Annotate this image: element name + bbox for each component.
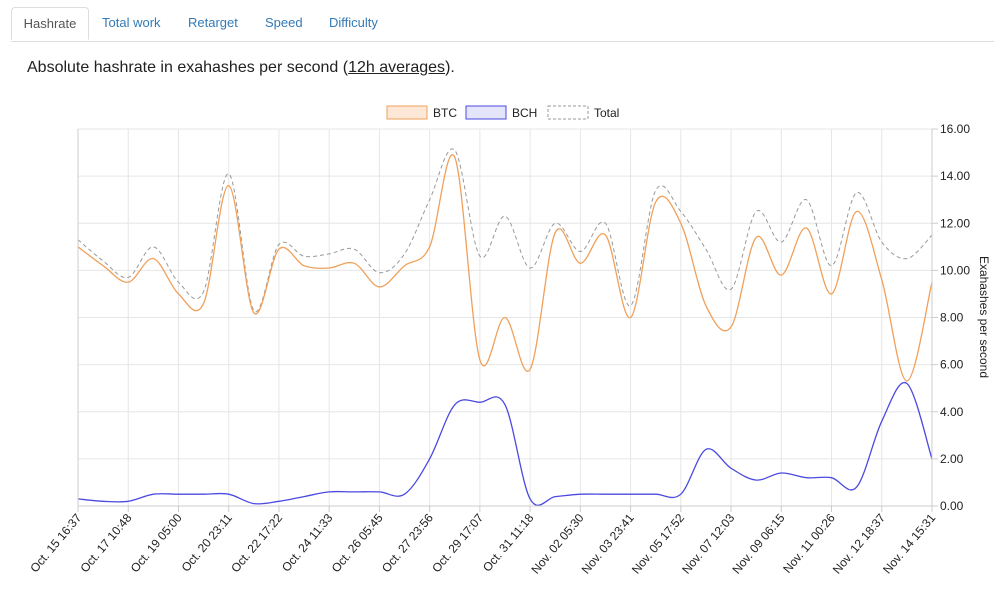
averages-link[interactable]: 12h averages <box>348 59 446 76</box>
y-tick-label: 8.00 <box>940 311 964 325</box>
y-tick-label: 10.00 <box>940 263 970 277</box>
x-tick-label: Nov. 05 17:52 <box>629 511 687 577</box>
x-tick-label: Nov. 14 15:31 <box>880 511 938 577</box>
y-axis-label: Exahashes per second <box>977 256 991 378</box>
series-line-btc <box>77 154 933 382</box>
y-tick-label: 16.00 <box>940 122 970 136</box>
x-tick-label: Nov. 03 23:41 <box>579 511 637 577</box>
y-tick-label: 14.00 <box>940 169 970 183</box>
legend-label-btc: BTC <box>433 106 457 120</box>
series-layer <box>77 148 933 506</box>
chart-description: Absolute hashrate in exahashes per secon… <box>27 59 455 77</box>
x-tick-label: Oct. 29 17:07 <box>429 511 486 575</box>
x-tick-label: Oct. 15 16:37 <box>27 511 84 575</box>
x-tick-label: Oct. 31 11:18 <box>480 511 537 575</box>
x-tick-label: Nov. 02 05:30 <box>528 511 586 577</box>
legend-swatch-bch <box>465 105 507 120</box>
chart-axes: 0.00 2.00 4.00 6.00 8.00 10.00 12.00 14.00 16.00… <box>27 122 970 576</box>
legend-label-bch: BCH <box>512 106 537 120</box>
x-tick-label: Nov. 11 00:26 <box>780 511 838 576</box>
x-tick-label: Nov. 12 18:37 <box>830 511 888 577</box>
x-tick-label: Nov. 09 06:15 <box>729 511 787 577</box>
x-tick-label: Nov. 07 12:03 <box>679 511 737 577</box>
x-tick-label: Oct. 27 23:56 <box>379 511 436 575</box>
series-line-bch <box>77 381 933 506</box>
tab-bar: Hashrate Total work Retarget Speed Diffi… <box>11 7 994 42</box>
legend-swatch-total <box>547 105 589 120</box>
chart-legend: BTC BCH Total <box>386 105 619 120</box>
tab-difficulty[interactable]: Difficulty <box>329 7 378 40</box>
y-tick-label: 2.00 <box>940 452 964 466</box>
tab-total-work-label: Total work <box>102 15 161 30</box>
series-line-total <box>77 148 933 313</box>
tab-hashrate-label: Hashrate <box>23 16 77 31</box>
legend-swatch-btc <box>386 105 428 120</box>
x-tick-label: Oct. 24 11:33 <box>279 511 336 575</box>
y-tick-label: 6.00 <box>940 358 964 372</box>
tab-speed-label: Speed <box>265 15 303 30</box>
tab-retarget[interactable]: Retarget <box>188 7 238 40</box>
y-tick-label: 4.00 <box>940 405 964 419</box>
x-tick-label: Oct. 19 05:00 <box>128 511 185 575</box>
x-tick-label: Oct. 17 10:48 <box>77 511 134 575</box>
legend-label-total: Total <box>594 106 619 120</box>
tab-retarget-label: Retarget <box>188 15 238 30</box>
tab-total-work[interactable]: Total work <box>102 7 161 40</box>
y-tick-label: 0.00 <box>940 499 964 513</box>
x-tick-label: Oct. 22 17:22 <box>228 511 285 575</box>
tab-hashrate[interactable]: Hashrate <box>11 7 89 40</box>
tab-speed[interactable]: Speed <box>265 7 303 40</box>
description-text-before: Absolute hashrate in exahashes per secon… <box>27 59 349 76</box>
x-tick-label: Oct. 20 23:11 <box>179 511 236 575</box>
x-tick-label: Oct. 26 05:45 <box>329 511 386 575</box>
description-text-after: ). <box>445 59 455 76</box>
tab-difficulty-label: Difficulty <box>329 15 378 30</box>
y-tick-label: 12.00 <box>940 216 970 230</box>
